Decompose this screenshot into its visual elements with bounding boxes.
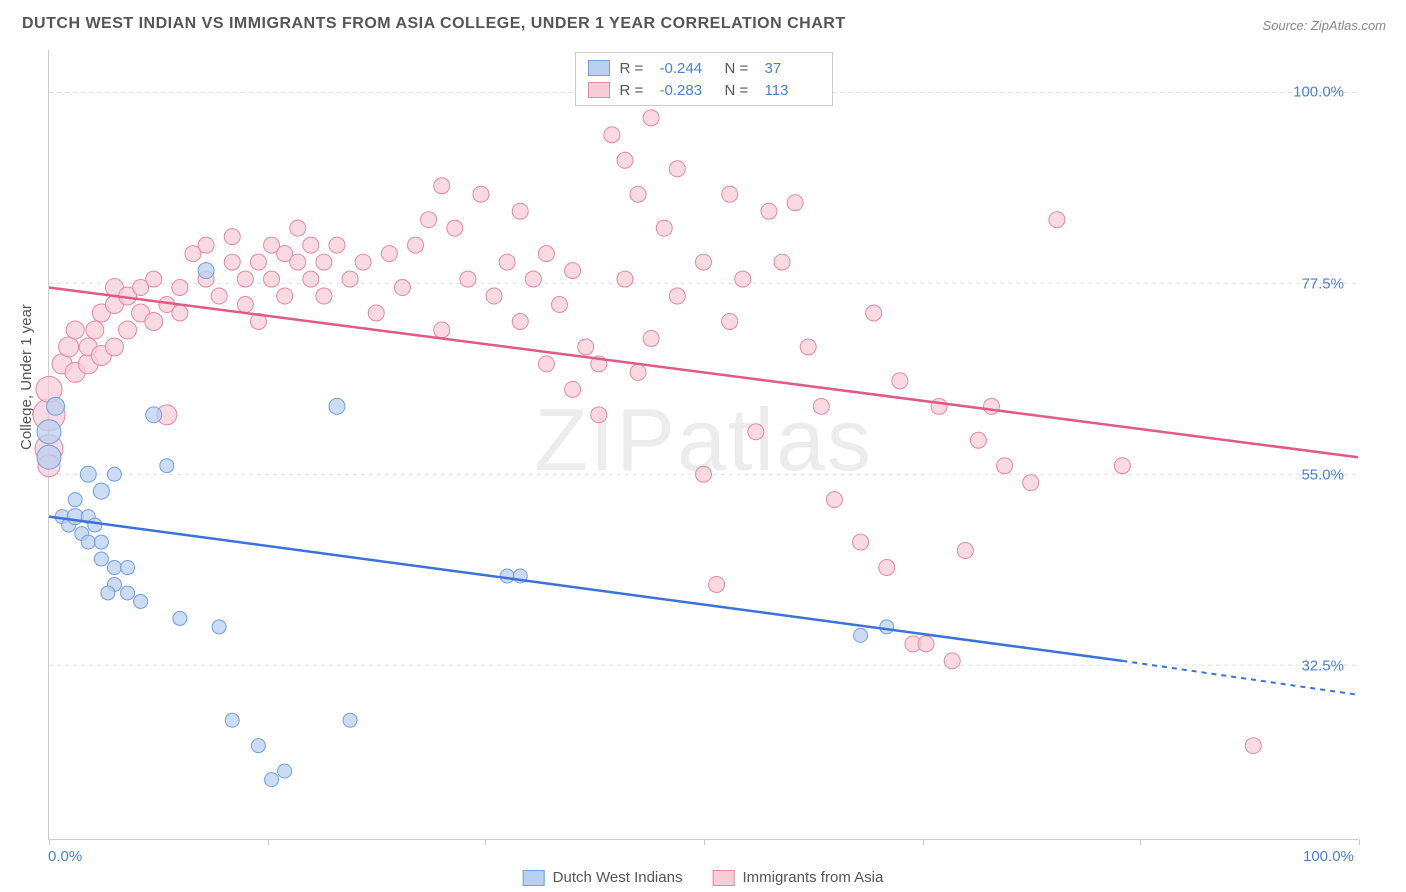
swatch-series-0 xyxy=(523,870,545,886)
legend-item-1: Immigrants from Asia xyxy=(712,869,883,886)
legend-n-value-0: 37 xyxy=(765,60,820,77)
y-axis-label: College, Under 1 year xyxy=(18,304,35,450)
chart-title: DUTCH WEST INDIAN VS IMMIGRANTS FROM ASI… xyxy=(22,15,846,33)
legend-n-label: N = xyxy=(725,82,755,99)
x-tick-mark xyxy=(49,839,50,845)
series-name-0: Dutch West Indians xyxy=(553,869,683,886)
series-name-1: Immigrants from Asia xyxy=(742,869,883,886)
x-tick-mark xyxy=(923,839,924,845)
legend-r-value-1: -0.283 xyxy=(660,82,715,99)
x-tick-label: 0.0% xyxy=(48,848,82,865)
x-tick-mark xyxy=(485,839,486,845)
y-tick-label: 55.0% xyxy=(1301,466,1344,483)
source-credit: Source: ZipAtlas.com xyxy=(1262,18,1386,33)
legend-item-0: Dutch West Indians xyxy=(523,869,683,886)
y-tick-label: 77.5% xyxy=(1301,275,1344,292)
y-tick-label: 100.0% xyxy=(1293,84,1344,101)
x-tick-mark xyxy=(1140,839,1141,845)
legend-r-value-0: -0.244 xyxy=(660,60,715,77)
y-tick-label: 32.5% xyxy=(1301,657,1344,674)
legend-n-value-1: 113 xyxy=(765,82,820,99)
x-tick-mark xyxy=(1359,839,1360,845)
plot-area: ZIPatlas R = -0.244 N = 37 R = -0.283 N … xyxy=(48,50,1358,840)
legend-row-series-1: R = -0.283 N = 113 xyxy=(588,79,820,101)
swatch-series-1 xyxy=(712,870,734,886)
x-tick-label: 100.0% xyxy=(1303,848,1354,865)
legend-n-label: N = xyxy=(725,60,755,77)
x-tick-mark xyxy=(704,839,705,845)
series-legend: Dutch West Indians Immigrants from Asia xyxy=(523,869,884,886)
x-tick-mark xyxy=(268,839,269,845)
legend-r-label: R = xyxy=(620,82,650,99)
legend-r-label: R = xyxy=(620,60,650,77)
scatter-svg xyxy=(49,50,1358,839)
swatch-series-0 xyxy=(588,60,610,76)
correlation-legend: R = -0.244 N = 37 R = -0.283 N = 113 xyxy=(575,52,833,106)
swatch-series-1 xyxy=(588,82,610,98)
legend-row-series-0: R = -0.244 N = 37 xyxy=(588,57,820,79)
